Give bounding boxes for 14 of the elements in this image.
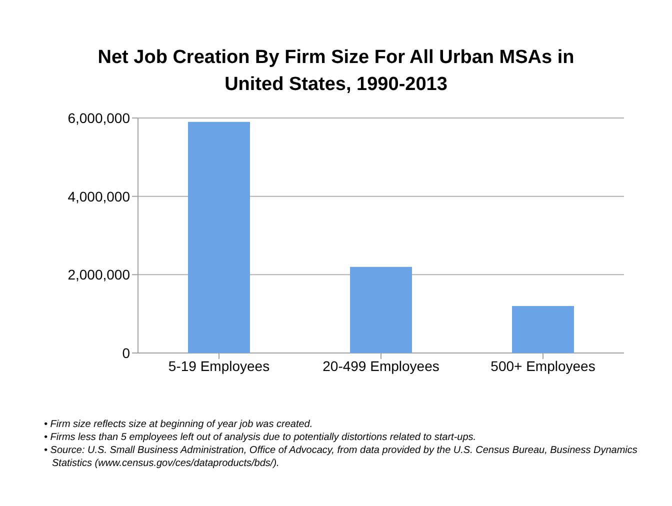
bar (512, 306, 574, 353)
y-tick-label: 4,000,000 (68, 188, 130, 204)
y-tick-label: 6,000,000 (68, 110, 130, 126)
chart-title: Net Job Creation By Firm Size For All Urban MSAs in United States, 1990-2013 (96, 46, 576, 97)
x-tick-label: 5-19 Employees (168, 358, 270, 374)
y-tick-label: 2,000,000 (68, 266, 130, 283)
text: • Firms less than 5 employees left out of analysis due to potentially distortions related to start-ups. (44, 431, 478, 444)
text: • Source: U.S. Small Business Administration, Office of Advocacy, from data provided by the U.S. Census Bureau, Business Dynamics Statistics (www.census.gov/ces/dataproducts/bds/). (44, 444, 638, 470)
text: • Firm size reflects size at beginning of year job was created. (44, 418, 314, 431)
y-tick-label: 0 (122, 344, 130, 361)
x-tick-label: 500+ Employees (490, 358, 596, 374)
x-tick-label: 20-499 Employees (322, 358, 440, 374)
bar (188, 122, 250, 353)
bar (350, 266, 412, 353)
